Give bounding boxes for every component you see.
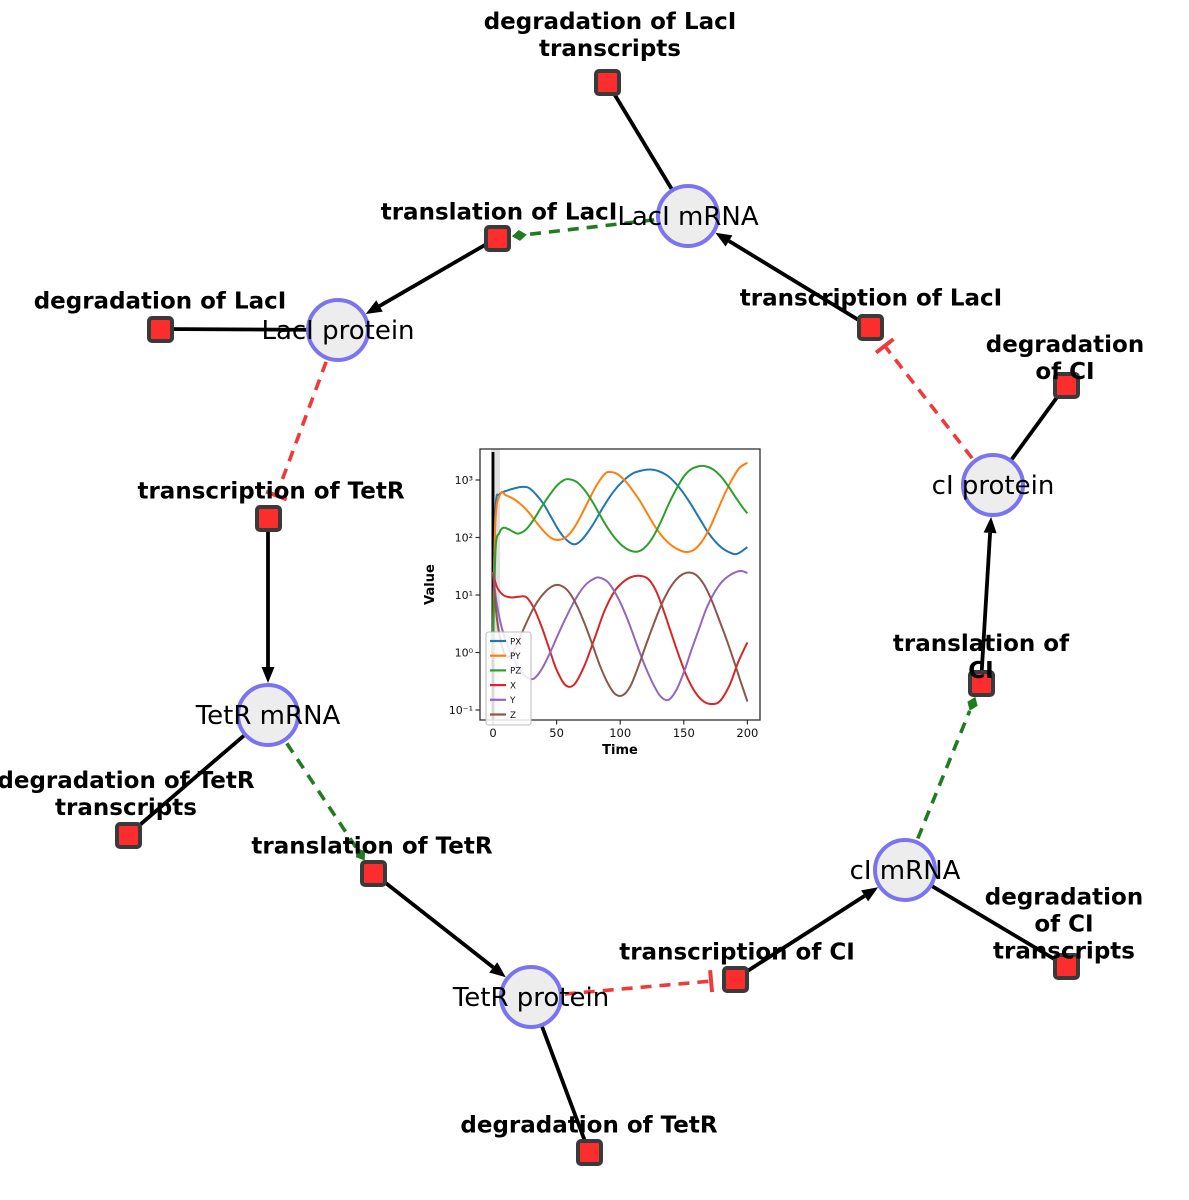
legend-label-PY: PY <box>510 652 521 662</box>
species-node-laci_protein[interactable] <box>306 298 370 362</box>
species-label-laci_protein: LacI protein <box>261 316 415 346</box>
edge-txn_laci-to-laci_mrna <box>715 232 871 329</box>
arrowhead <box>489 962 506 978</box>
y-tick-label: 10² <box>455 532 473 545</box>
reaction-label-txn_tetr: transcription of TetR <box>137 478 405 505</box>
inhibition-bar <box>265 489 288 502</box>
edge-txn_tetr-to-tetr_mrna <box>261 518 275 683</box>
edge-transl_ci-to-ci_protein <box>979 516 997 684</box>
y-tick-label: 10⁰ <box>455 647 474 660</box>
legend-label-X: X <box>510 681 516 691</box>
reaction-node-deg_tetr[interactable] <box>575 1138 603 1166</box>
reaction-node-txn_tetr[interactable] <box>254 504 282 532</box>
inhibition-bar <box>874 337 895 355</box>
species-node-laci_mrna[interactable] <box>656 184 720 248</box>
reaction-label-txn_laci: transcription of LacI <box>739 285 1003 312</box>
chart-series-PX <box>492 468 748 636</box>
edge-ci_mrna-to-transl_ci <box>916 696 978 840</box>
reaction-node-deg_laci[interactable] <box>146 315 174 343</box>
arrowhead <box>365 300 383 314</box>
arrowhead <box>261 667 275 683</box>
reaction-label-deg_tetr_tx: degradation of TetR transcripts <box>0 768 255 821</box>
x-tick-label: 200 <box>736 726 758 740</box>
y-tick-label: 10³ <box>455 474 473 487</box>
species-node-ci_mrna[interactable] <box>873 838 937 902</box>
species-label-tetr_mrna: TetR mRNA <box>195 701 341 731</box>
species-label-tetr_protein: TetR protein <box>452 983 610 1013</box>
legend-label-PX: PX <box>510 637 521 647</box>
reaction-label-deg_ci_tx: degradation of CI transcripts <box>984 884 1144 965</box>
reaction-label-deg_laci: degradation of LacI <box>33 288 287 315</box>
inhibition-bar <box>708 969 715 993</box>
x-tick-label: 0 <box>489 726 496 740</box>
modifier-diamond <box>356 848 366 861</box>
reaction-node-transl_laci[interactable] <box>483 224 511 252</box>
reaction-node-deg_ci[interactable] <box>1052 371 1080 399</box>
modifier-diamond <box>967 696 978 711</box>
reaction-label-deg_laci_tx: degradation of LacI transcripts <box>483 9 737 62</box>
chart-legend: PX PY PZ XYZ <box>485 631 532 726</box>
y-axis-title: Value <box>423 564 438 605</box>
edge-ci_protein-to-txn_laci <box>874 337 974 460</box>
chart-series-PZ <box>492 464 749 653</box>
chart-series-PY <box>492 461 748 643</box>
edge-tetr_protein-to-txn_ci <box>564 969 715 996</box>
arrowhead <box>983 516 997 534</box>
arrowhead <box>861 887 879 902</box>
x-tick-label: 50 <box>549 726 564 740</box>
edge-transl_tetr-to-tetr_protein <box>371 871 506 978</box>
edge-txn_ci-to-ci_mrna <box>733 887 879 981</box>
chart-series-X <box>492 571 749 706</box>
species-label-ci_protein: cI protein <box>931 471 1055 501</box>
edge-laci_mrna-to-transl_laci <box>511 218 655 241</box>
edge-transl_laci-to-laci_protein <box>365 236 498 314</box>
timeseries-inset-chart: 0 50 100 150 20010⁻¹10⁰10¹10²10³TimeValuePXP… <box>420 430 785 775</box>
reaction-node-transl_tetr[interactable] <box>359 859 387 887</box>
legend-label-Z: Z <box>510 711 516 721</box>
modifier-diamond <box>511 230 527 241</box>
edge-laci_protein-to-txn_tetr <box>265 361 328 502</box>
species-label-laci_mrna: LacI mRNA <box>617 202 759 232</box>
x-tick-label: 150 <box>673 726 695 740</box>
chart-series-Z <box>492 571 749 702</box>
chart-series-Y <box>492 569 748 702</box>
species-label-ci_mrna: cI mRNA <box>849 856 961 886</box>
x-tick-label: 100 <box>609 726 631 740</box>
legend-label-PZ: PZ <box>510 667 521 677</box>
arrowhead <box>715 232 733 247</box>
reaction-label-deg_tetr: degradation of TetR <box>460 1112 718 1139</box>
reaction-label-deg_ci: degradation of CI <box>985 332 1145 385</box>
y-tick-label: 10¹ <box>455 589 473 602</box>
reaction-label-transl_tetr: translation of TetR <box>251 833 493 860</box>
x-axis-title: Time <box>602 743 638 758</box>
reaction-node-deg_laci_tx[interactable] <box>593 68 621 96</box>
reaction-node-deg_ci_tx[interactable] <box>1052 952 1080 980</box>
reaction-node-txn_laci[interactable] <box>856 313 884 341</box>
reaction-node-txn_ci[interactable] <box>721 965 749 993</box>
reaction-label-txn_ci: transcription of CI <box>619 939 855 966</box>
reaction-label-transl_ci: translation of CI <box>892 631 1070 684</box>
edge-tetr_mrna-to-transl_tetr <box>285 742 366 861</box>
legend-label-Y: Y <box>509 696 516 706</box>
species-node-tetr_protein[interactable] <box>499 965 563 1029</box>
reaction-node-deg_tetr_tx[interactable] <box>114 821 142 849</box>
species-node-ci_protein[interactable] <box>961 453 1025 517</box>
species-node-tetr_mrna[interactable] <box>236 683 300 747</box>
y-tick-label: 10⁻¹ <box>449 704 473 717</box>
reaction-label-transl_laci: translation of LacI <box>380 199 618 226</box>
reaction-node-transl_ci[interactable] <box>967 669 995 697</box>
